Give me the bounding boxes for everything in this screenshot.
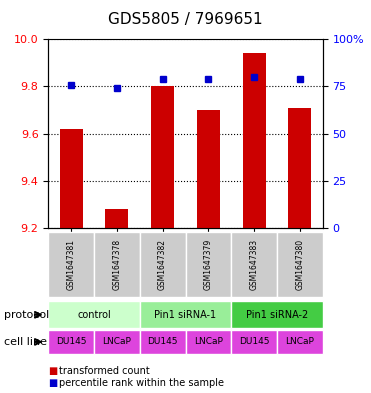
- Text: GSM1647378: GSM1647378: [112, 239, 121, 290]
- Text: Pin1 siRNA-1: Pin1 siRNA-1: [154, 310, 217, 320]
- Text: LNCaP: LNCaP: [194, 338, 223, 346]
- Bar: [105, 209, 128, 228]
- Bar: [243, 53, 266, 228]
- Bar: [289, 108, 311, 228]
- Text: GSM1647379: GSM1647379: [204, 239, 213, 290]
- Text: GSM1647383: GSM1647383: [250, 239, 259, 290]
- Text: percentile rank within the sample: percentile rank within the sample: [59, 378, 224, 388]
- Bar: [60, 129, 82, 228]
- Text: control: control: [77, 310, 111, 320]
- Text: DU145: DU145: [239, 338, 269, 346]
- Text: ■: ■: [48, 378, 58, 388]
- Text: GSM1647380: GSM1647380: [295, 239, 304, 290]
- Text: GSM1647382: GSM1647382: [158, 239, 167, 290]
- Bar: [151, 86, 174, 228]
- Text: Pin1 siRNA-2: Pin1 siRNA-2: [246, 310, 308, 320]
- Text: GDS5805 / 7969651: GDS5805 / 7969651: [108, 12, 263, 27]
- Text: DU145: DU145: [56, 338, 86, 346]
- Text: GSM1647381: GSM1647381: [67, 239, 76, 290]
- Text: LNCaP: LNCaP: [285, 338, 314, 346]
- Text: cell line: cell line: [4, 337, 47, 347]
- Text: DU145: DU145: [147, 338, 178, 346]
- Text: protocol: protocol: [4, 310, 49, 320]
- Text: transformed count: transformed count: [59, 366, 150, 376]
- Bar: [197, 110, 220, 228]
- Text: LNCaP: LNCaP: [102, 338, 131, 346]
- Text: ■: ■: [48, 366, 58, 376]
